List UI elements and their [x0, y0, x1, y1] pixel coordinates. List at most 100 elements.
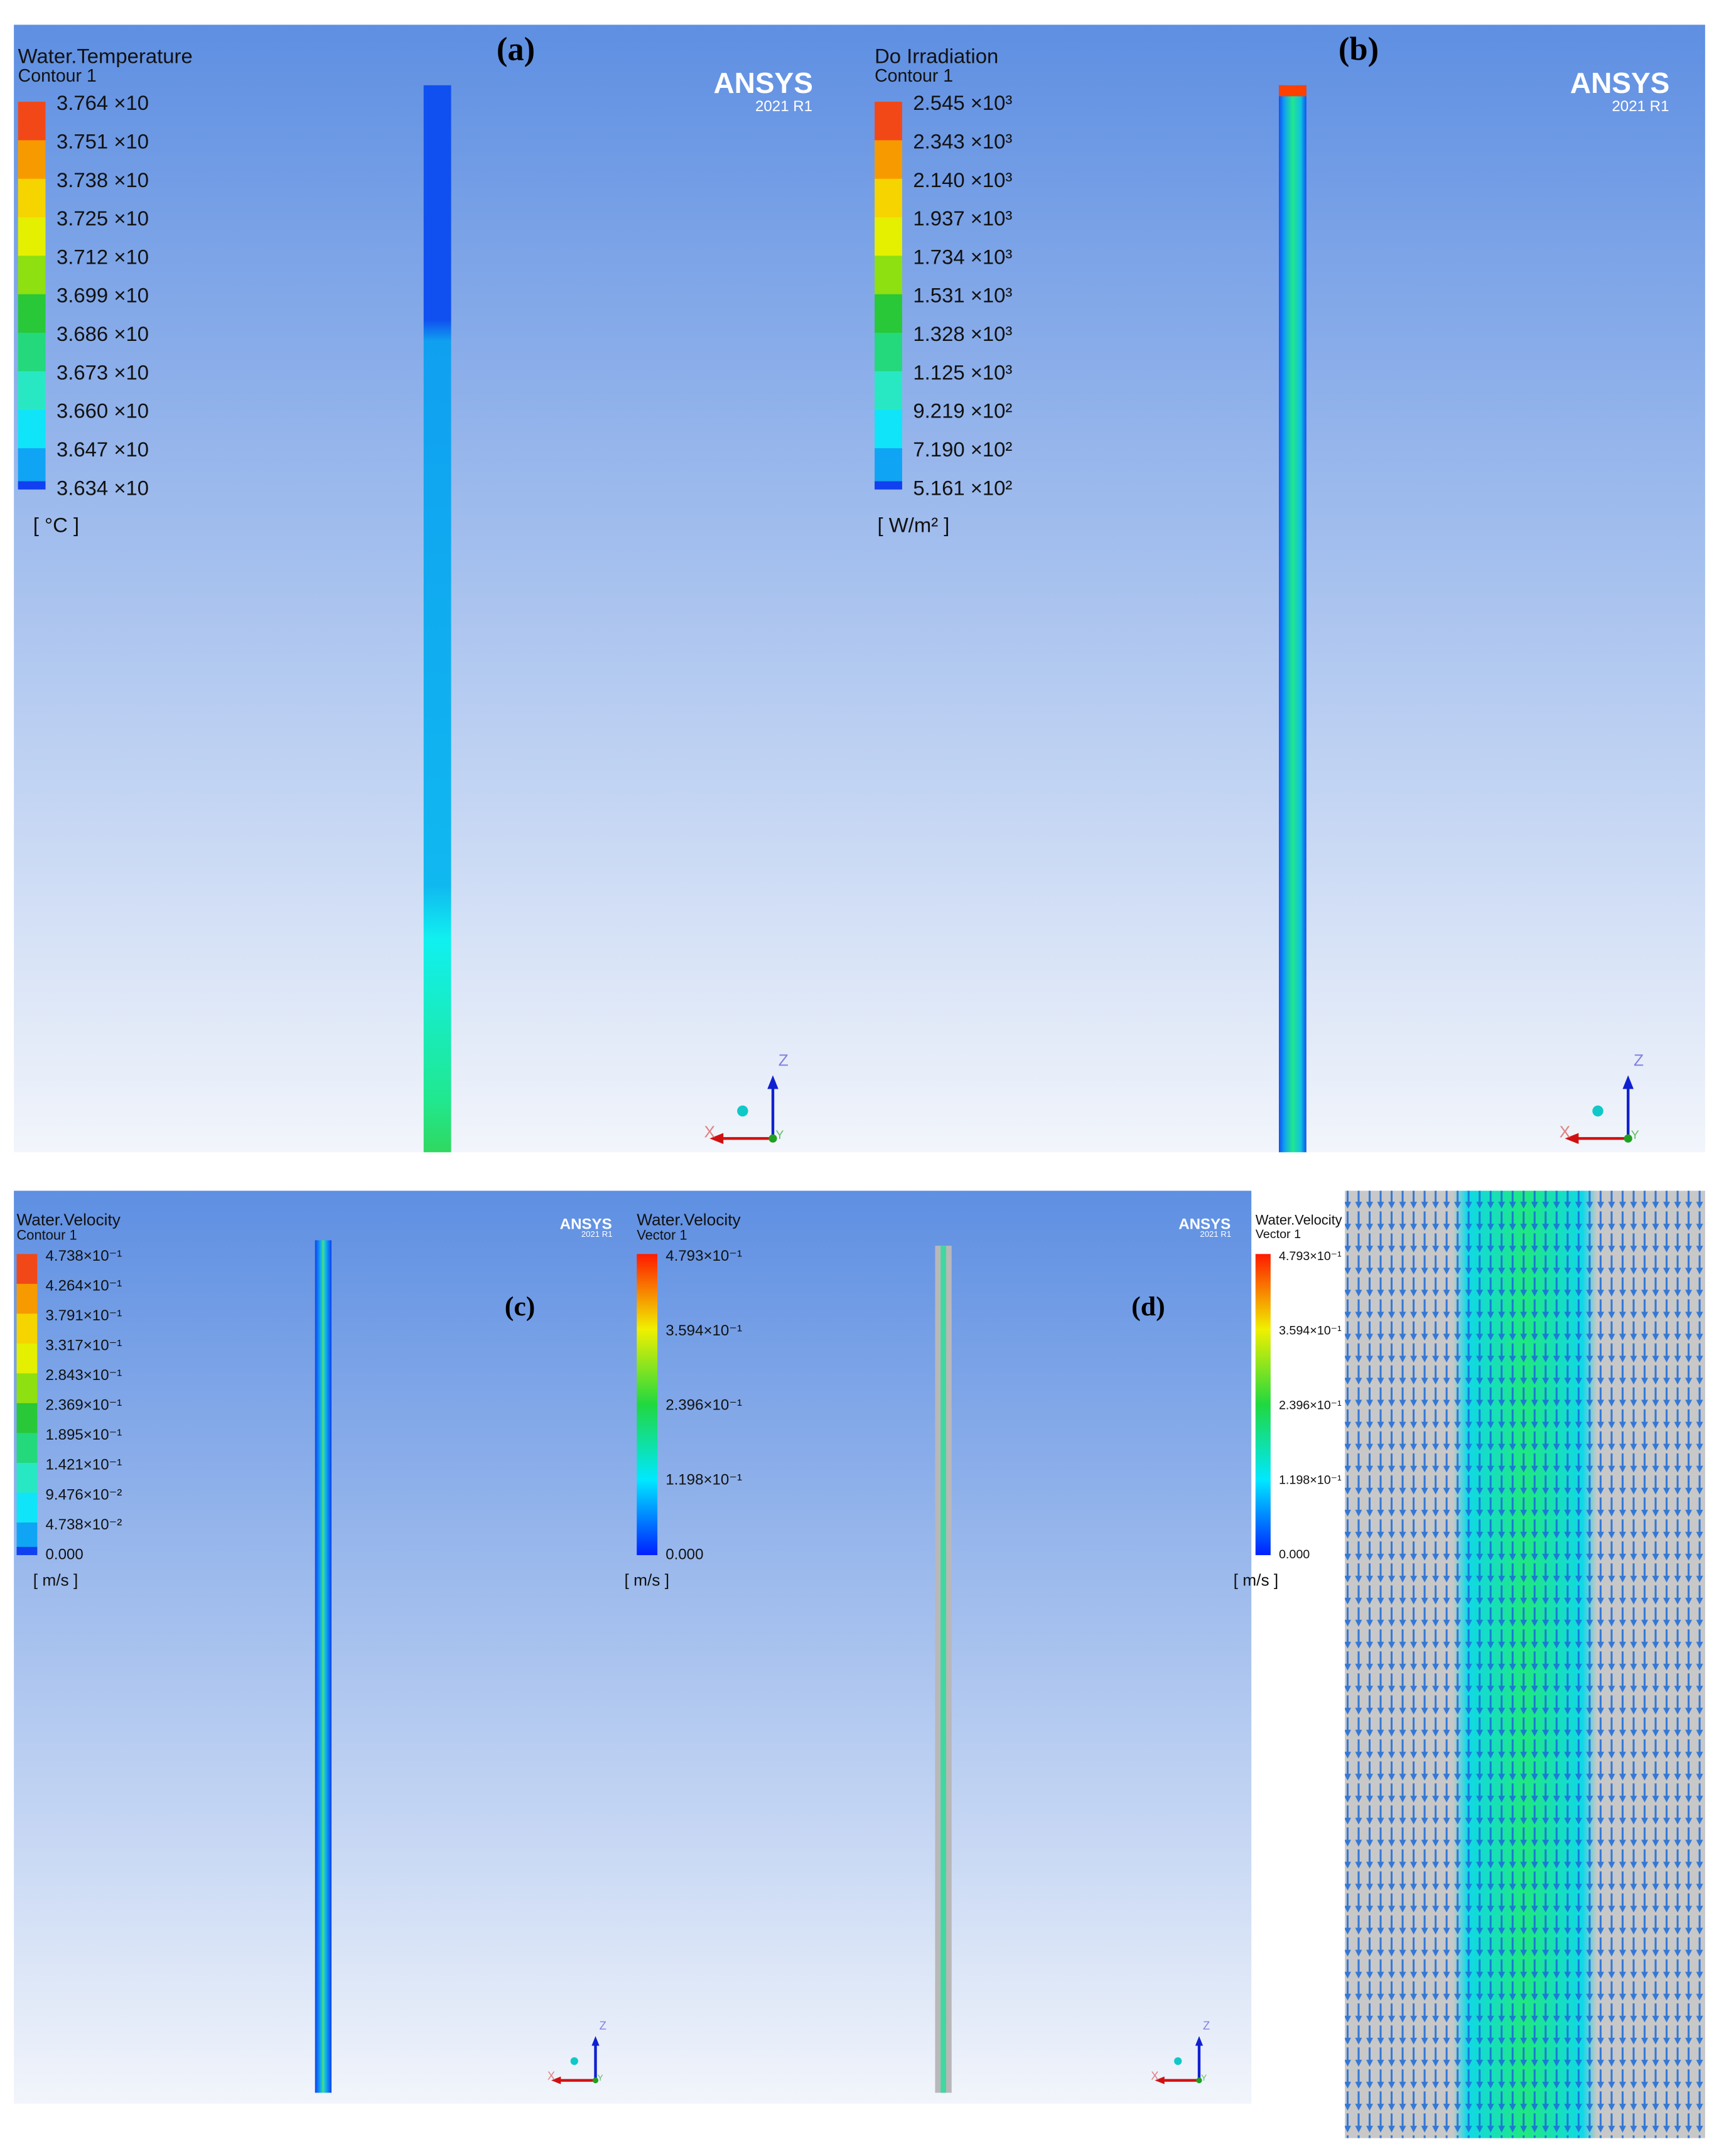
colorbar [637, 1254, 658, 1555]
logo-version: 2021 R1 [1612, 98, 1669, 115]
colorbar-tick-label: 9.219 ×10² [913, 399, 1012, 423]
axis-z-head [1622, 1075, 1634, 1089]
colorbar-tick-label: 0.000 [1279, 1548, 1310, 1561]
axis-z-head [767, 1075, 779, 1089]
panel-label: (d) [1131, 1291, 1165, 1322]
axis-x-head [1565, 1133, 1579, 1145]
axis-y [592, 2077, 599, 2084]
colorbar-band [18, 217, 46, 257]
axis-y-label: Y [1631, 1128, 1639, 1142]
colorbar-band [18, 256, 46, 295]
colorbar-tick-label: 2.396×10⁻¹ [666, 1397, 742, 1414]
colorbar-band [875, 409, 902, 450]
temperature-tube [423, 85, 451, 1153]
colorbar-tick-label: 3.594×10⁻¹ [1279, 1324, 1342, 1338]
axis-z-label: Z [1203, 2019, 1210, 2032]
legend-subtitle: Contour 1 [18, 66, 97, 86]
axis-x-label: X [704, 1123, 716, 1141]
logo-version: 2021 R1 [755, 98, 812, 115]
legend-unit: [ W/m² ] [877, 513, 949, 536]
colorbar-band [16, 1433, 38, 1464]
legend-unit: [ °C ] [33, 513, 79, 536]
colorbar-end [18, 481, 46, 490]
legend-title: Water.Velocity [1256, 1212, 1342, 1228]
colorbar-tick-label: 4.738×10⁻² [45, 1516, 122, 1533]
colorbar-band [875, 256, 902, 295]
colorbar-tick-label: 5.161 ×10² [913, 476, 1012, 499]
axis-x-head [709, 1133, 724, 1145]
colorbar-tick-label: 3.686 ×10 [57, 322, 149, 345]
view-sphere [1174, 2057, 1182, 2066]
axis-z-label: Z [600, 2019, 606, 2032]
colorbar-band [875, 371, 902, 411]
legend-unit: [ m/s ] [33, 1570, 78, 1589]
logo: ANSYS [1178, 1216, 1231, 1233]
colorbar-band [16, 1283, 38, 1315]
colorbar-tick-label: 3.634 ×10 [57, 476, 149, 499]
colorbar-end [875, 481, 902, 490]
panel-label: (b) [1339, 31, 1379, 67]
view-sphere [1592, 1105, 1603, 1117]
colorbar-tick-label: 3.660 ×10 [57, 399, 149, 423]
colorbar-tick-label: 1.125 ×10³ [913, 360, 1012, 384]
colorbar-band [18, 178, 46, 218]
colorbar-tick-label: 3.317×10⁻¹ [45, 1337, 122, 1354]
colorbar-tick-label: 3.647 ×10 [57, 438, 149, 461]
velocity-tube [315, 1240, 332, 2093]
logo: ANSYS [560, 1216, 612, 1233]
colorbar-tick-label: 2.140 ×10³ [913, 168, 1012, 191]
legend-subtitle: Contour 1 [16, 1227, 77, 1243]
colorbar-tick-label: 4.793×10⁻¹ [666, 1248, 742, 1264]
colorbar-band [16, 1462, 38, 1494]
colorbar-band [16, 1403, 38, 1434]
axis-x-head [1155, 2076, 1165, 2084]
colorbar-tick-label: 1.421×10⁻¹ [45, 1457, 122, 1474]
colorbar-tick-label: 4.793×10⁻¹ [1279, 1249, 1342, 1263]
vector-core [940, 1246, 946, 2093]
colorbar-band [18, 448, 46, 488]
colorbar-band [875, 140, 902, 180]
logo-version: 2021 R1 [1200, 1229, 1231, 1239]
axis-y [768, 1134, 777, 1143]
colorbar-band [18, 409, 46, 450]
axis-x-label: X [1151, 2069, 1158, 2082]
colorbar-tick-label: 4.264×10⁻¹ [45, 1278, 122, 1295]
legend-subtitle: Contour 1 [875, 66, 953, 86]
colorbar-band [875, 332, 902, 372]
colorbar-tick-label: 3.594×10⁻¹ [666, 1322, 742, 1339]
axis-y [1196, 2077, 1202, 2084]
colorbar-tick-label: 1.734 ×10³ [913, 245, 1012, 268]
axis-x-label: X [1560, 1123, 1571, 1141]
colorbar-tick-label: 3.791×10⁻¹ [45, 1307, 122, 1324]
colorbar [1255, 1254, 1271, 1555]
colorbar-tick-label: 0.000 [45, 1546, 83, 1563]
logo: ANSYS [1570, 67, 1669, 99]
legend-subtitle: Vector 1 [1256, 1227, 1301, 1241]
colorbar-tick-label: 3.699 ×10 [57, 284, 149, 307]
axis-y-label: Y [1201, 2073, 1207, 2083]
logo: ANSYS [713, 67, 812, 99]
colorbar-tick-label: 2.343 ×10³ [913, 129, 1012, 153]
colorbar-tick-label: 3.725 ×10 [57, 207, 149, 230]
colorbar-tick-label: 1.198×10⁻¹ [1279, 1473, 1342, 1487]
top-background [14, 24, 1705, 1153]
view-sphere [570, 2057, 578, 2066]
zoom-arrows [1345, 1190, 1705, 2138]
panel-label: (c) [505, 1291, 536, 1322]
legend-unit: [ m/s ] [625, 1570, 669, 1589]
axis-y [1624, 1134, 1632, 1143]
legend-title: Water.Velocity [637, 1210, 741, 1229]
irradiation-tube [1278, 85, 1307, 1153]
colorbar-tick-label: 1.198×10⁻¹ [666, 1471, 742, 1488]
legend-title: Do Irradiation [875, 45, 998, 68]
colorbar-tick-label: 9.476×10⁻² [45, 1486, 122, 1503]
colorbar-tick-label: 3.764 ×10 [57, 91, 149, 114]
colorbar-band [16, 1343, 38, 1374]
axis-z-head [1195, 2036, 1204, 2046]
axis-y-label: Y [598, 2073, 603, 2083]
colorbar-tick-label: 2.843×10⁻¹ [45, 1367, 122, 1384]
legend-title: Water.Velocity [16, 1210, 121, 1229]
colorbar-band [875, 448, 902, 488]
colorbar-band [18, 102, 46, 141]
logo-version: 2021 R1 [581, 1229, 613, 1239]
